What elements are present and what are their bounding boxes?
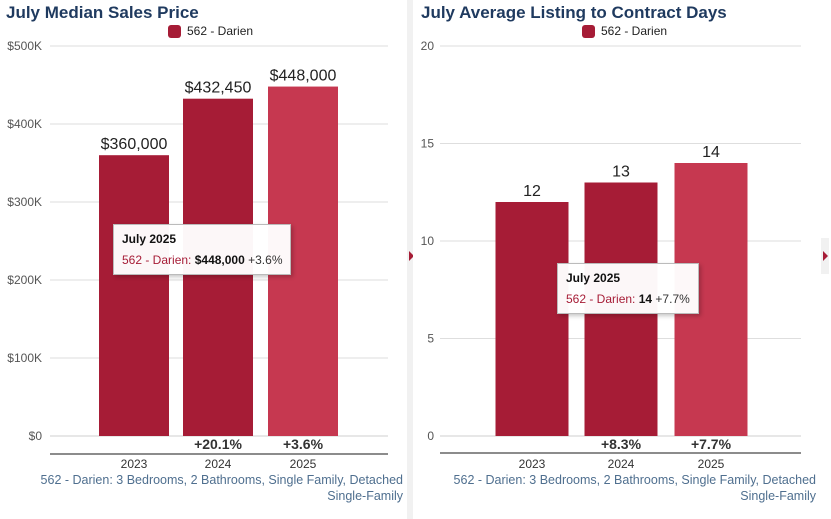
legend-label: 562 - Darien	[601, 24, 668, 38]
expand-right-tab[interactable]	[821, 238, 829, 274]
tooltip-series: 562 - Darien	[566, 292, 633, 306]
tooltip-title: July 2025	[122, 232, 177, 246]
tooltip-row: 562 - Darien: $448,000 +3.6%	[122, 253, 283, 267]
chart-footnote: 562 - Darien: 3 Bedrooms, 2 Bathrooms, S…	[453, 473, 816, 503]
change-label: +3.6%	[283, 436, 324, 452]
bar-chart-plot: 0 5 10 15 20 12 2023 13 2024 +8.3% 14 2025 +7.7%	[421, 39, 801, 471]
y-tick-label: $500K	[7, 39, 42, 53]
legend[interactable]: 562 - Darien	[582, 23, 667, 39]
data-label: 12	[523, 183, 541, 200]
y-tick-label: $400K	[7, 117, 42, 131]
tooltip-series: 562 - Darien	[122, 253, 189, 267]
legend-swatch	[582, 24, 595, 38]
bar-2023	[495, 202, 569, 436]
x-tick-label: 2024	[205, 457, 232, 471]
y-tick-label: $100K	[7, 351, 42, 365]
tooltip-value: 14	[638, 292, 653, 306]
listing-to-contract-days-panel: July Average Listing to Contract Days 56…	[413, 0, 818, 519]
change-label: +7.7%	[691, 436, 732, 452]
x-tick-label: 2025	[698, 457, 725, 471]
tooltip-change: +7.7%	[655, 292, 690, 306]
chart-footnote: 562 - Darien: 3 Bedrooms, 2 Bathrooms, S…	[40, 473, 403, 503]
chart-title: July Average Listing to Contract Days	[421, 3, 727, 22]
legend[interactable]: 562 - Darien	[168, 23, 253, 39]
chevron-right-icon	[823, 251, 828, 261]
legend-swatch	[168, 24, 181, 38]
x-tick-label: 2024	[608, 457, 635, 471]
tooltip-value: $448,000	[194, 253, 245, 267]
x-tick-label: 2023	[519, 457, 546, 471]
x-tick-label: 2025	[290, 457, 317, 471]
tooltip-change: +3.6%	[248, 253, 283, 267]
change-label: +20.1%	[194, 436, 242, 452]
data-label: 14	[702, 144, 720, 161]
y-tick-label: 20	[421, 39, 435, 53]
y-tick-label: $200K	[7, 273, 42, 287]
chart-tooltip: July 2025 562 - Darien: 14 +7.7%	[557, 263, 699, 314]
legend-label: 562 - Darien	[187, 24, 254, 38]
chart-title: July Median Sales Price	[6, 3, 199, 22]
bar-2023	[99, 155, 169, 436]
chart-tooltip: July 2025 562 - Darien: $448,000 +3.6%	[113, 224, 292, 275]
data-label: 13	[612, 164, 630, 181]
y-tick-label: $0	[29, 429, 43, 443]
y-tick-label: 0	[427, 429, 434, 443]
change-label: +8.3%	[601, 436, 642, 452]
tooltip-row: 562 - Darien: 14 +7.7%	[566, 292, 690, 306]
y-tick-label: $300K	[7, 195, 42, 209]
expand-left-tab[interactable]	[407, 238, 415, 274]
tooltip-title: July 2025	[566, 271, 621, 285]
median-sales-price-panel: July Median Sales Price 562 - Darien $0 $…	[0, 0, 405, 519]
chevron-right-icon	[409, 251, 414, 261]
y-tick-label: 10	[421, 234, 435, 248]
y-tick-label: 5	[427, 332, 434, 346]
data-label: $448,000	[270, 68, 337, 85]
y-tick-label: 15	[421, 137, 435, 151]
x-tick-label: 2023	[121, 457, 148, 471]
data-label: $432,450	[185, 80, 252, 97]
data-label: $360,000	[101, 136, 168, 153]
